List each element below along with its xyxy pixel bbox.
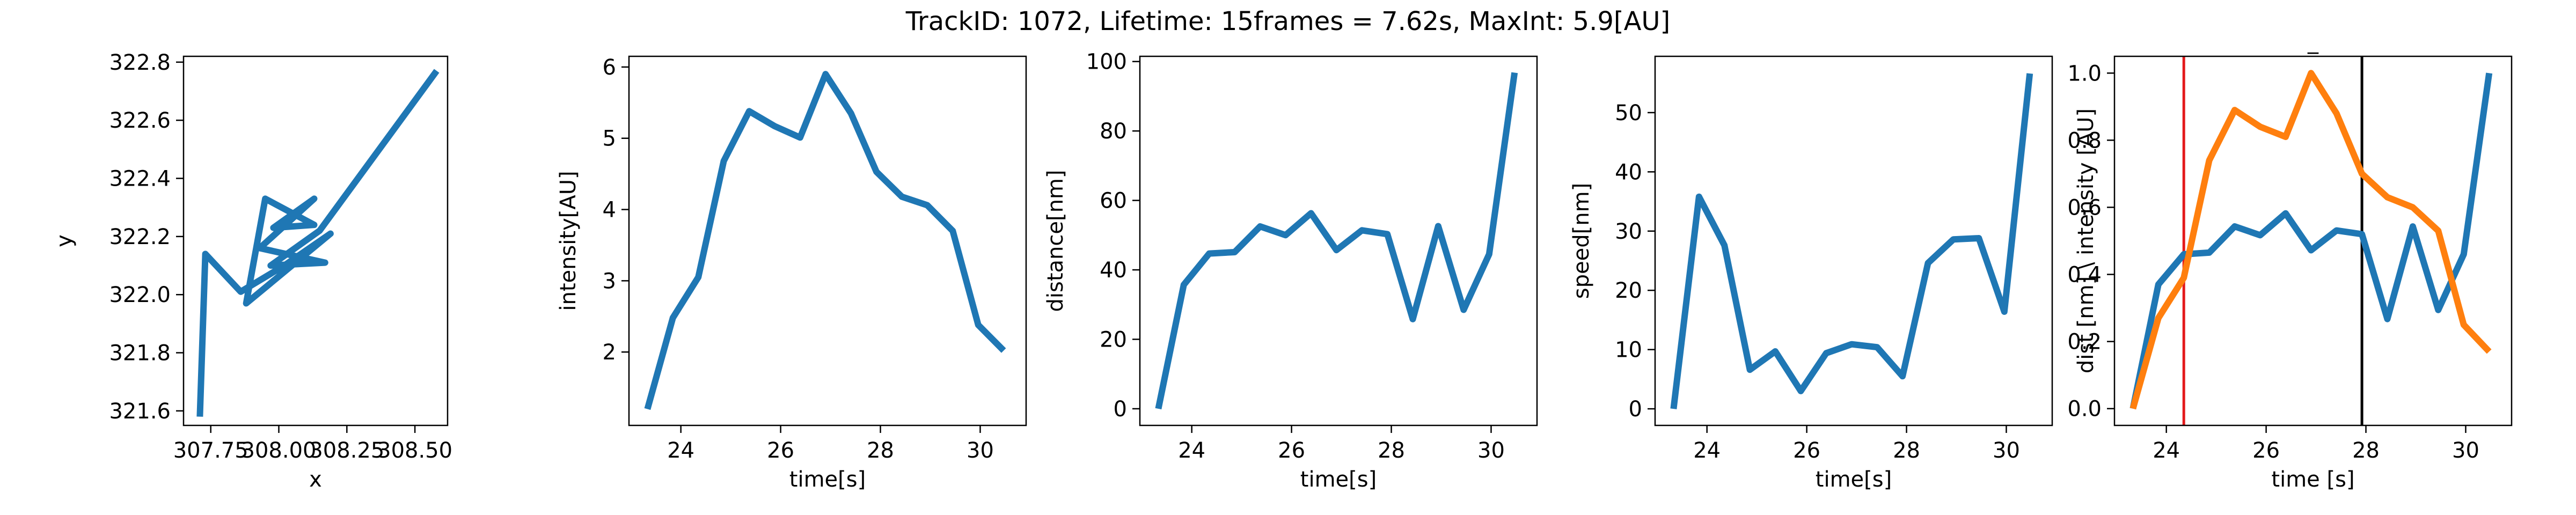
x-axis-label: time [s] [2271,467,2354,492]
x-axis-label: x [309,467,322,492]
series-line-1 [644,71,1006,410]
y-axis-label: speed[nm] [1569,183,1594,299]
y-axis-label: intensity[AU] [556,171,581,311]
y-tick-label: 3 [603,269,616,293]
x-tick-label: 30 [1993,438,2020,463]
y-tick-label: 321.8 [109,341,171,366]
y-tick-label: 0.2 [2067,330,2102,355]
chart-panel-3: 24 26 28 30 0 20 40 60 80 100 time[s] distance[nm] [1043,50,1538,492]
y-tick-label: 322.4 [109,167,171,192]
x-axis-label: time[s] [1300,467,1377,492]
x-tick-label: 24 [2153,438,2180,463]
chart-panel-2: 24 26 28 30 2 3 4 5 6 time[s] intensity[AU] [556,55,1027,492]
x-tick-label: 308.25 [309,438,384,463]
y-tick-label: 322.0 [109,283,171,307]
y-tick-label: 321.6 [109,399,171,424]
series-line-1 [196,69,440,417]
series-line-1 [2129,72,2493,409]
x-tick-label: 24 [1693,438,1721,463]
axes-frame [2113,55,2513,426]
y-tick-label: 10 [1615,338,1642,363]
y-tick-label: 322.8 [109,50,171,75]
y-tick-label: 0.6 [2067,195,2102,220]
x-tick-label: 28 [2352,438,2380,463]
x-tick-label: 26 [2252,438,2280,463]
x-tick-label: 307.75 [173,438,248,463]
y-tick-label: 0.4 [2067,263,2102,288]
y-axis-label: y [52,234,77,247]
x-axis-label: time[s] [1816,467,1892,492]
y-axis-label: distance[nm] [1043,170,1068,312]
x-tick-label: 26 [1278,438,1305,463]
y-tick-label: 0 [1114,397,1127,422]
y-tick-label: 20 [1100,327,1127,352]
x-tick-label: 30 [1477,438,1505,463]
x-tick-label: 24 [667,438,694,463]
y-tick-label: 0 [1629,397,1642,422]
y-tick-label: 40 [1615,160,1642,185]
y-tick-label: 1.0 [2067,61,2102,86]
y-tick-label: 4 [603,198,616,223]
y-tick-label: 100 [1086,50,1127,75]
x-tick-label: 26 [1793,438,1820,463]
series-line-1 [1670,73,2033,409]
y-tick-label: 60 [1100,189,1127,214]
figure-title: TrackID: 1072, Lifetime: 15frames = 7.62… [905,6,1671,36]
x-tick-label: 24 [1178,438,1205,463]
series-line-1 [1155,72,1518,410]
y-tick-label: 50 [1615,101,1642,126]
chart-panel-5: 24 26 28 30 0.0 0.2 0.4 0.6 0.8 1.0 time [s] dist [… [2067,30,2513,492]
y-tick-label: 20 [1615,278,1642,303]
y-tick-label: 0.0 [2067,397,2102,422]
x-tick-label: 28 [1378,438,1405,463]
y-tick-label: 0.8 [2067,128,2102,153]
x-tick-label: 308.50 [377,438,452,463]
y-tick-label: 2 [603,340,616,365]
chart-panel-4: 24 26 28 30 0 10 20 30 40 50 time[s] speed[nm] [1569,55,2053,492]
x-tick-label: 30 [2452,438,2479,463]
axes-frame [182,55,449,426]
x-axis-label: time[s] [789,467,866,492]
panel-title: _ [2307,30,2319,54]
y-tick-label: 80 [1100,119,1127,144]
y-axis-label: dist [nm] \ intensity [AU] [2074,108,2098,373]
x-tick-label: 28 [1893,438,1920,463]
y-tick-label: 322.6 [109,108,171,133]
x-tick-label: 308.00 [241,438,317,463]
axes-frame [1139,55,1538,426]
axes-frame [1654,55,2053,426]
y-tick-label: 40 [1100,258,1127,283]
x-tick-label: 26 [767,438,794,463]
y-tick-label: 322.2 [109,225,171,249]
x-tick-label: 30 [967,438,994,463]
axes-frame [628,55,1027,426]
y-tick-label: 5 [603,127,616,151]
series-line-2 [2129,70,2492,410]
x-tick-label: 28 [867,438,894,463]
y-tick-label: 30 [1615,219,1642,244]
y-tick-label: 6 [603,55,616,80]
